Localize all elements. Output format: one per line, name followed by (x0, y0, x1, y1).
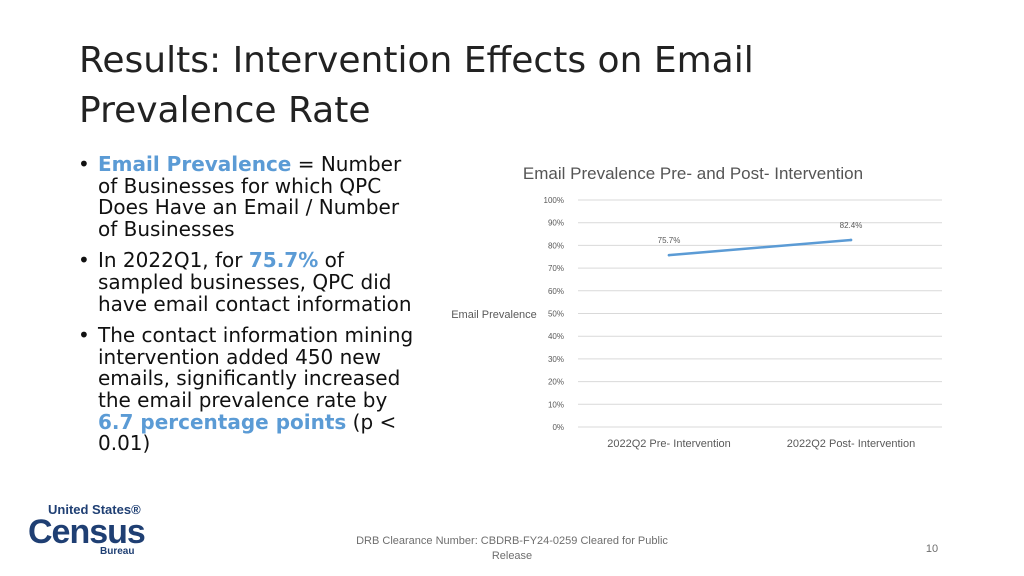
y-tick-label: 90% (548, 219, 564, 228)
y-tick-label: 70% (548, 264, 564, 273)
chart-title: Email Prevalence Pre- and Post- Interven… (522, 164, 864, 183)
y-axis-label: Email Prevalence (451, 309, 537, 321)
y-tick-label: 80% (548, 241, 564, 250)
footer-clearance: DRB Clearance Number: CBDRB-FY24-0259 Cl… (356, 535, 668, 562)
bullet-text: In 2022Q1, for (98, 248, 249, 273)
x-tick-label: 2022Q2 Post- Intervention (787, 438, 915, 450)
y-tick-label: 100% (544, 196, 564, 205)
page-number: 10 (925, 543, 939, 555)
bullet-list: Email Prevalence = Number of Businesses … (78, 152, 418, 465)
data-point (849, 238, 853, 242)
bullet-item: Email Prevalence = Number of Businesses … (78, 152, 418, 241)
bullet-text: = Number of Businesses for which QPC Doe… (98, 152, 402, 241)
x-tick-label: 2022Q2 Pre- Intervention (607, 438, 731, 450)
y-tick-label: 60% (548, 287, 564, 296)
y-tick-label: 0% (552, 423, 564, 432)
data-point (667, 253, 671, 257)
y-tick-label: 40% (548, 332, 564, 341)
bullet-text-highlight: 6.7 percentage points (98, 409, 347, 434)
bullet-item: In 2022Q1, for 75.7% of sampled business… (78, 250, 418, 315)
data-label: 82.4% (840, 221, 863, 230)
y-tick-label: 30% (548, 355, 564, 364)
y-tick-label: 20% (548, 378, 564, 387)
bullet-text: The contact information mining intervent… (98, 323, 414, 412)
series-line (667, 238, 853, 257)
data-label: 75.7% (658, 236, 681, 245)
slide-title: Results: Intervention Effects on Email P… (79, 40, 754, 131)
bullet-item: The contact information mining intervent… (78, 323, 418, 456)
census-bureau-logo: United States® Census Bureau (28, 503, 152, 561)
y-tick-label: 50% (548, 310, 564, 319)
bullet-text-highlight: 75.7% (248, 248, 319, 273)
logo-line-united-states: United States® (48, 502, 141, 517)
bullet-text: (p < 0.01) (98, 409, 397, 456)
bullet-text: of sampled businesses, QPC did have emai… (98, 248, 412, 316)
logo-line-bureau: Bureau (100, 546, 135, 557)
y-tick-label: 10% (548, 400, 564, 409)
bullet-text-highlight: Email Prevalence (98, 152, 292, 176)
logo-line-census: Census (28, 513, 146, 551)
